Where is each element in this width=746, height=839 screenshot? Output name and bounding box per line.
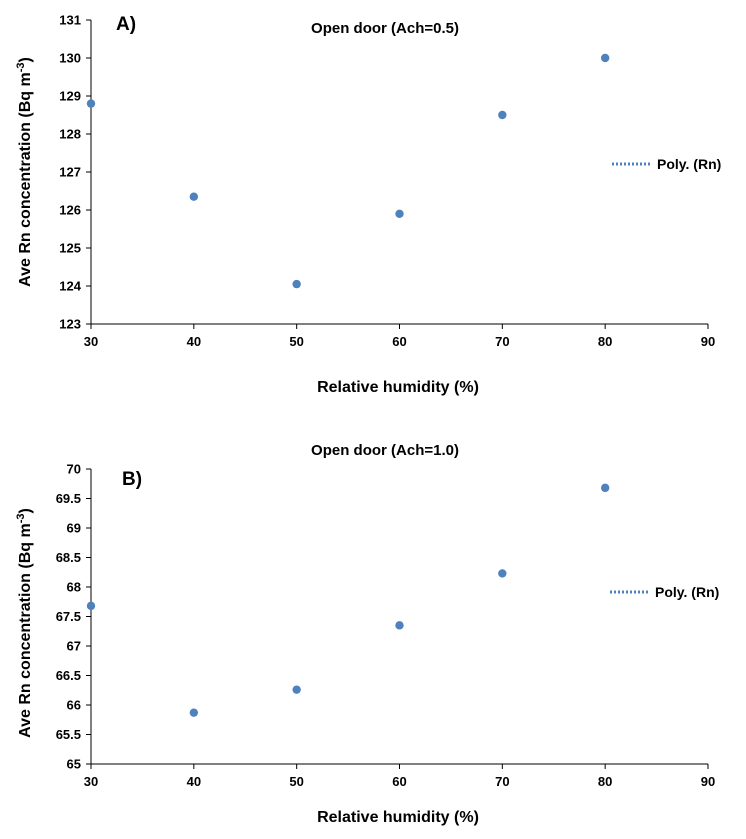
chart-a-x-tick-label: 80 [598,334,612,349]
chart-a-data-point [292,279,301,289]
chart-a-y-tick-label: 126 [59,203,81,218]
chart-b-x-tick-label: 40 [187,774,201,789]
chart-b-data-point [189,708,199,717]
chart-a-y-tick-label: 130 [59,51,81,66]
chart-b-y-tick-label: 68.5 [56,550,81,565]
chart-a-y-ticks: 123 124 125 126 127 128 129 130 131 [59,13,91,332]
chart-a-data-point [189,192,199,201]
chart-b-x-ticks: 30 40 50 60 70 80 90 [84,764,715,789]
chart-a: A) Open door (Ach=0.5) Relative humidity… [15,13,721,396]
chart-a-y-tick-label: 128 [59,127,81,142]
chart-a-y-tick-label: 123 [59,317,81,332]
chart-b-y-tick-label: 69 [67,521,81,536]
chart-b-y-tick-label: 67 [67,639,81,654]
chart-a-x-tick-label: 90 [701,334,715,349]
chart-a-panel-label: A) [116,14,136,35]
chart-b-x-axis-label: Relative humidity (%) [317,809,479,826]
chart-a-y-tick-label: 125 [59,241,81,256]
chart-b-data-point [395,621,404,630]
chart-b-x-tick-label: 50 [289,774,303,789]
chart-b-data-point [600,483,610,493]
chart-b-legend-label: Poly. (Rn) [655,584,719,600]
chart-a-x-ticks: 30 40 50 60 70 80 90 [84,324,715,349]
chart-b-axes [90,469,708,765]
chart-a-y-tick-label: 127 [59,165,81,180]
chart-b-data-point [86,601,96,611]
chart-a-x-tick-label: 40 [187,334,201,349]
chart-a-y-tick-label: 129 [59,89,81,104]
chart-b-y-tick-label: 65.5 [56,727,81,742]
chart-a-points [86,53,610,289]
chart-a-x-tick-label: 50 [289,334,303,349]
chart-b-x-tick-label: 80 [598,774,612,789]
chart-b-data-point [292,685,301,694]
chart-b-panel-label: B) [122,469,142,490]
chart-b-x-tick-label: 60 [392,774,406,789]
chart-b-title: Open door (Ach=1.0) [311,442,459,459]
chart-a-data-point [86,99,96,108]
chart-b-y-tick-label: 70 [67,462,81,477]
chart-a-x-tick-label: 70 [495,334,509,349]
chart-a-x-tick-label: 60 [392,334,406,349]
chart-b-y-axis-label: Ave Rn concentration (Bq m-3) [15,508,34,738]
chart-b-y-tick-label: 66 [67,698,81,713]
chart-a-x-axis-label: Relative humidity (%) [317,379,479,396]
chart-b-y-tick-label: 65 [67,757,81,772]
chart-a-y-tick-label: 124 [59,279,81,294]
chart-b-x-tick-label: 90 [701,774,715,789]
chart-a-y-tick-label: 131 [59,13,81,28]
chart-a-title: Open door (Ach=0.5) [311,20,459,37]
chart-b-y-ticks: 65 65.5 66 66.5 67 67.5 68 68.5 69 69.5 70 [56,462,91,772]
chart-b-y-tick-label: 67.5 [56,609,81,624]
chart-b: B) Open door (Ach=1.0) Relative humidity… [15,442,719,826]
chart-b-x-tick-label: 70 [495,774,509,789]
chart-a-data-point [395,209,404,218]
chart-b-y-tick-label: 68 [67,580,81,595]
chart-b-points [86,483,610,717]
chart-a-x-tick-label: 30 [84,334,98,349]
chart-a-data-point [600,53,610,63]
chart-a-axes [90,20,708,325]
chart-b-x-tick-label: 30 [84,774,98,789]
chart-a-legend: Poly. (Rn) [612,156,721,172]
chart-b-data-point [498,569,507,578]
chart-a-data-point [498,110,507,120]
chart-b-y-tick-label: 66.5 [56,668,81,683]
chart-b-legend: Poly. (Rn) [610,584,719,600]
chart-a-y-axis-label: Ave Rn concentration (Bq m-3) [15,57,34,287]
chart-a-legend-label: Poly. (Rn) [657,156,721,172]
chart-b-y-tick-label: 69.5 [56,491,81,506]
